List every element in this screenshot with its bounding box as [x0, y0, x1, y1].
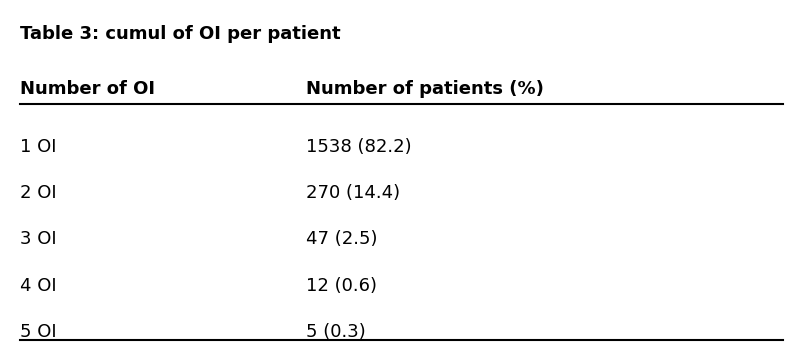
Text: 12 (0.6): 12 (0.6)	[306, 277, 377, 294]
Text: Number of OI: Number of OI	[20, 80, 155, 98]
Text: Table 3: cumul of OI per patient: Table 3: cumul of OI per patient	[20, 25, 340, 43]
Text: 1538 (82.2): 1538 (82.2)	[306, 138, 411, 156]
Text: 5 (0.3): 5 (0.3)	[306, 323, 366, 341]
Text: 47 (2.5): 47 (2.5)	[306, 230, 377, 248]
Text: 4 OI: 4 OI	[20, 277, 57, 294]
Text: 2 OI: 2 OI	[20, 184, 57, 202]
Text: 270 (14.4): 270 (14.4)	[306, 184, 399, 202]
Text: 5 OI: 5 OI	[20, 323, 57, 341]
Text: 1 OI: 1 OI	[20, 138, 56, 156]
Text: 3 OI: 3 OI	[20, 230, 57, 248]
Text: Number of patients (%): Number of patients (%)	[306, 80, 543, 98]
